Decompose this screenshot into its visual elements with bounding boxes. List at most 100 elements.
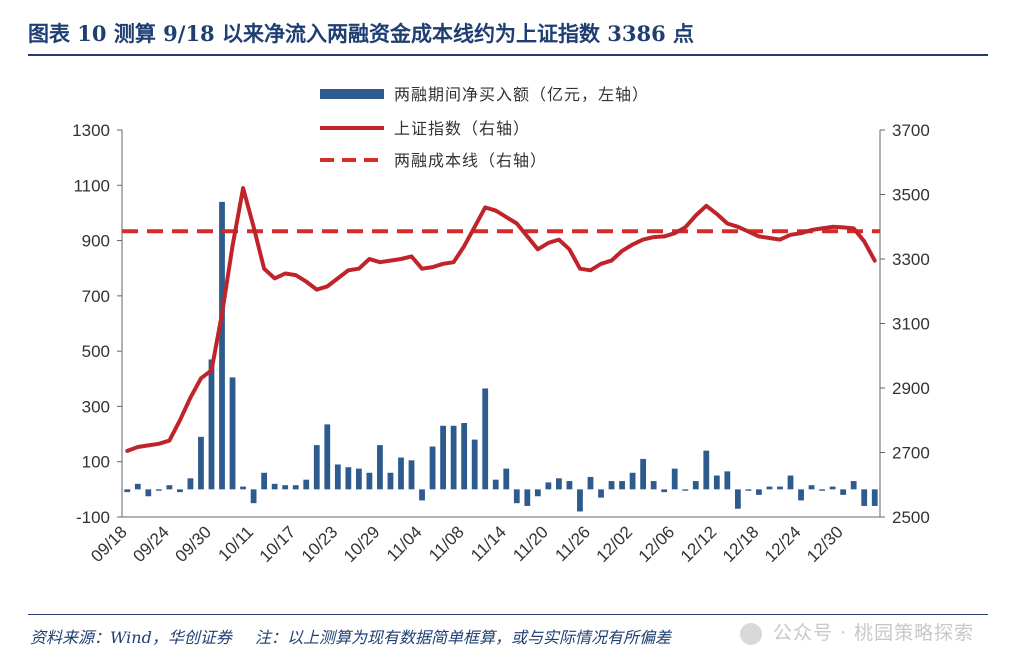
x-tick-label: 12/12 (677, 522, 721, 566)
left-tick-label: 900 (82, 232, 110, 251)
x-tick-label: 10/17 (256, 522, 300, 566)
net-buy-bar (661, 489, 668, 493)
net-buy-bar (598, 489, 604, 498)
net-buy-bar (208, 359, 215, 490)
net-buy-bar (271, 483, 278, 490)
net-buy-bar (429, 446, 436, 490)
sse-index-line (125, 186, 877, 453)
net-buy-bar (566, 481, 573, 490)
x-tick-label: 11/04 (383, 522, 426, 565)
right-tick-label: 2900 (892, 379, 930, 398)
net-buy-bar (377, 445, 383, 490)
net-buy-bar (503, 468, 510, 490)
net-buy-bar (524, 489, 531, 506)
legend: 两融期间净买入额（亿元，左轴） 上证指数（右轴） 两融成本线（右轴） (320, 85, 649, 170)
net-buy-bar (177, 489, 183, 493)
net-buy-bar (145, 489, 152, 497)
net-buy-bar (219, 201, 225, 490)
chart-canvas: 两融期间净买入额（亿元，左轴） 上证指数（右轴） 两融成本线（右轴） -100 1… (72, 85, 930, 566)
net-buy-bar (408, 460, 415, 490)
title-divider (28, 54, 988, 56)
net-buy-bar (861, 489, 868, 506)
net-buy-bar (155, 489, 162, 491)
net-buy-bar (513, 489, 520, 504)
right-tick-label: 3500 (892, 186, 930, 205)
right-tick-label: 3100 (892, 315, 930, 334)
left-tick-label: -100 (76, 508, 110, 527)
net-buy-bar (355, 468, 362, 490)
net-buy-bar (124, 489, 131, 493)
net-buy-bar (556, 478, 562, 490)
net-buy-bar (840, 489, 847, 495)
net-buy-bar (440, 425, 446, 490)
net-buy-bar (703, 450, 710, 490)
net-buy-bar (766, 486, 773, 490)
net-buy-bar (134, 483, 141, 490)
legend-swatch-net-buy (320, 89, 384, 99)
net-buy-bar (387, 472, 394, 490)
left-tick-label: 500 (82, 342, 110, 361)
net-buy-bar (734, 489, 741, 509)
net-buy-bar (798, 489, 804, 501)
left-tick-label: 700 (82, 287, 110, 306)
x-tick-label: 10/23 (298, 522, 342, 566)
net-buy-bar (450, 425, 457, 490)
net-buy-bar (334, 464, 341, 490)
net-buy-bar (619, 481, 625, 490)
watermark: 公众号 · 桃园策略探索 (740, 618, 974, 645)
net-buy-bar (608, 481, 615, 490)
net-buy-bar (713, 475, 720, 490)
right-tick-label: 2700 (892, 444, 930, 463)
x-tick-label: 12/02 (593, 522, 637, 566)
net-buy-bar (492, 479, 499, 490)
net-buy-bar (366, 472, 373, 490)
net-buy-bar (419, 489, 425, 501)
net-buy-bar (482, 388, 489, 490)
net-buy-bar (282, 485, 289, 490)
left-tick-label: 100 (82, 453, 110, 472)
x-tick-label: 10/11 (215, 522, 258, 565)
net-buy-bar (534, 489, 541, 497)
x-tick-label: 11/20 (509, 522, 552, 565)
net-buy-bar (198, 436, 204, 490)
disclaimer-text: 注：以上测算为现有数据简单框算，或与实际情况有所偏差 (254, 628, 671, 647)
net-buy-bar (871, 489, 878, 506)
net-buy-bar (250, 489, 257, 504)
footer-divider (28, 614, 988, 615)
source-note: 资料来源：Wind，华创证券 注：以上测算为现有数据简单框算，或与实际情况有所偏… (30, 624, 671, 648)
net-buy-bar (692, 481, 699, 490)
net-buy-bar (577, 489, 583, 512)
x-tick-label: 12/06 (635, 522, 679, 566)
net-buy-bar (650, 481, 657, 490)
net-buy-bar (640, 458, 647, 490)
net-buy-bar (313, 445, 320, 490)
net-buy-bar (808, 485, 815, 490)
net-buy-bars (124, 201, 878, 512)
net-buy-bar (682, 489, 689, 491)
x-tick-label: 11/26 (551, 522, 594, 565)
left-tick-label: 1100 (73, 176, 110, 195)
net-buy-bar (261, 472, 268, 490)
net-buy-bar (398, 457, 404, 490)
x-tick-label: 09/18 (87, 522, 131, 566)
net-buy-bar (187, 478, 194, 490)
right-tick-label: 3700 (892, 121, 930, 140)
net-buy-bar (787, 475, 794, 490)
net-buy-bar (166, 485, 173, 490)
x-tick-label: 12/18 (719, 522, 763, 566)
net-buy-bar (629, 472, 636, 490)
index-lines (122, 186, 880, 453)
legend-label-net-buy: 两融期间净买入额（亿元，左轴） (394, 85, 649, 104)
net-buy-bar (724, 471, 731, 490)
net-buy-bar (745, 489, 752, 491)
legend-label-sse: 上证指数（右轴） (394, 119, 530, 138)
net-buy-bar (303, 479, 310, 490)
net-buy-bar (292, 485, 299, 490)
net-buy-bar (587, 476, 594, 490)
x-tick-label: 12/24 (761, 522, 805, 566)
left-tick-label: 300 (82, 397, 110, 416)
x-tick-label: 11/14 (467, 522, 510, 565)
watermark-text: 公众号 · 桃园策略探索 (773, 622, 975, 644)
wechat-icon (740, 622, 762, 645)
x-tick-label: 12/30 (803, 522, 847, 566)
